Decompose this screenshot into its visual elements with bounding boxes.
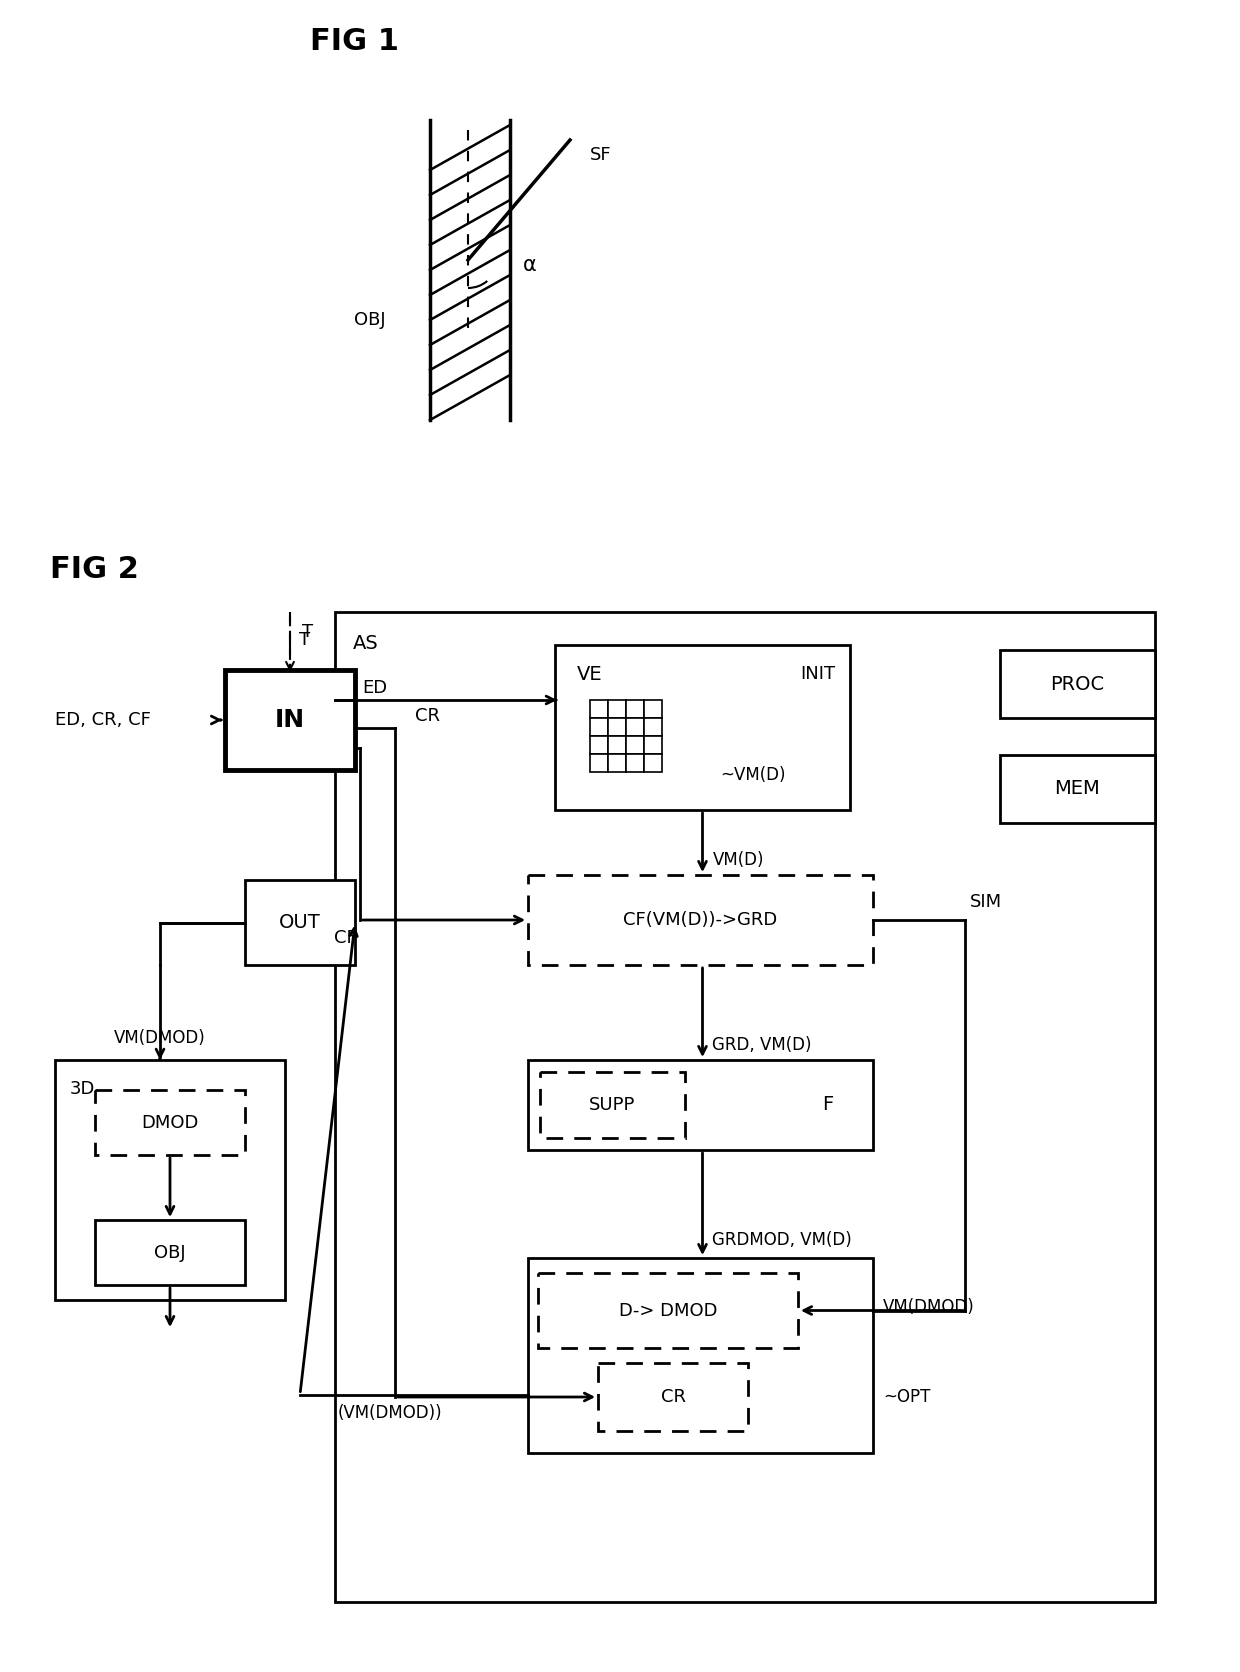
Text: OBJ: OBJ (355, 311, 386, 329)
Bar (608, 736, 626, 754)
Text: GRD, VM(D): GRD, VM(D) (713, 1037, 812, 1053)
Text: ~VM(D): ~VM(D) (720, 766, 785, 784)
Bar (528, 1060, 873, 1150)
Text: SF: SF (590, 145, 611, 164)
Text: F: F (822, 1095, 833, 1115)
Bar (590, 754, 608, 772)
Bar (556, 645, 849, 809)
Text: CF: CF (334, 930, 356, 946)
Text: T: T (299, 630, 310, 649)
Bar (608, 754, 626, 772)
Bar (644, 736, 662, 754)
Bar (608, 717, 626, 736)
Bar (590, 717, 608, 736)
Text: VE: VE (577, 665, 603, 684)
Bar (598, 1363, 748, 1431)
Text: IN: IN (275, 707, 305, 732)
Text: AS: AS (353, 634, 378, 654)
Bar (644, 754, 662, 772)
Text: FIG 2: FIG 2 (50, 555, 139, 585)
Text: OUT: OUT (279, 913, 321, 931)
Text: VM(DMOD): VM(DMOD) (114, 1028, 206, 1047)
Text: T: T (303, 624, 314, 640)
Bar (999, 650, 1154, 717)
Text: 3D: 3D (69, 1080, 95, 1099)
Bar (644, 717, 662, 736)
Text: (VM(DMOD)): (VM(DMOD)) (337, 1403, 443, 1421)
Bar (999, 756, 1154, 823)
Bar (246, 879, 355, 965)
Text: CR: CR (415, 707, 440, 726)
Text: D-> DMOD: D-> DMOD (619, 1301, 717, 1319)
Bar (335, 612, 1154, 1602)
Text: VM(D): VM(D) (713, 851, 764, 869)
Bar (95, 1090, 246, 1155)
Text: MEM: MEM (1055, 779, 1100, 799)
Bar (644, 701, 662, 717)
Text: INIT: INIT (800, 665, 835, 682)
Text: α: α (523, 256, 537, 274)
Bar (590, 701, 608, 717)
Text: OBJ: OBJ (154, 1244, 186, 1261)
Bar (539, 1072, 684, 1139)
Text: PROC: PROC (1050, 674, 1105, 694)
Text: FIG 1: FIG 1 (310, 27, 399, 57)
Text: ~OPT: ~OPT (883, 1388, 930, 1406)
Bar (626, 717, 644, 736)
Text: SUPP: SUPP (589, 1097, 635, 1114)
Bar (626, 754, 644, 772)
Bar (95, 1221, 246, 1286)
Text: SIM: SIM (970, 893, 1002, 911)
Bar (224, 670, 355, 771)
Text: CF(VM(D))->GRD: CF(VM(D))->GRD (624, 911, 777, 930)
Text: GRDMOD, VM(D): GRDMOD, VM(D) (713, 1231, 852, 1249)
Text: ED: ED (362, 679, 388, 697)
Text: ED, CR, CF: ED, CR, CF (55, 711, 151, 729)
Bar (538, 1272, 799, 1348)
Text: DMOD: DMOD (141, 1114, 198, 1132)
Bar (55, 1060, 285, 1301)
Text: VM(DMOD): VM(DMOD) (883, 1299, 975, 1316)
Bar (626, 701, 644, 717)
Bar (528, 874, 873, 965)
Bar (608, 701, 626, 717)
Bar (590, 736, 608, 754)
Bar (528, 1257, 873, 1453)
Bar (626, 736, 644, 754)
Text: CR: CR (661, 1388, 686, 1406)
